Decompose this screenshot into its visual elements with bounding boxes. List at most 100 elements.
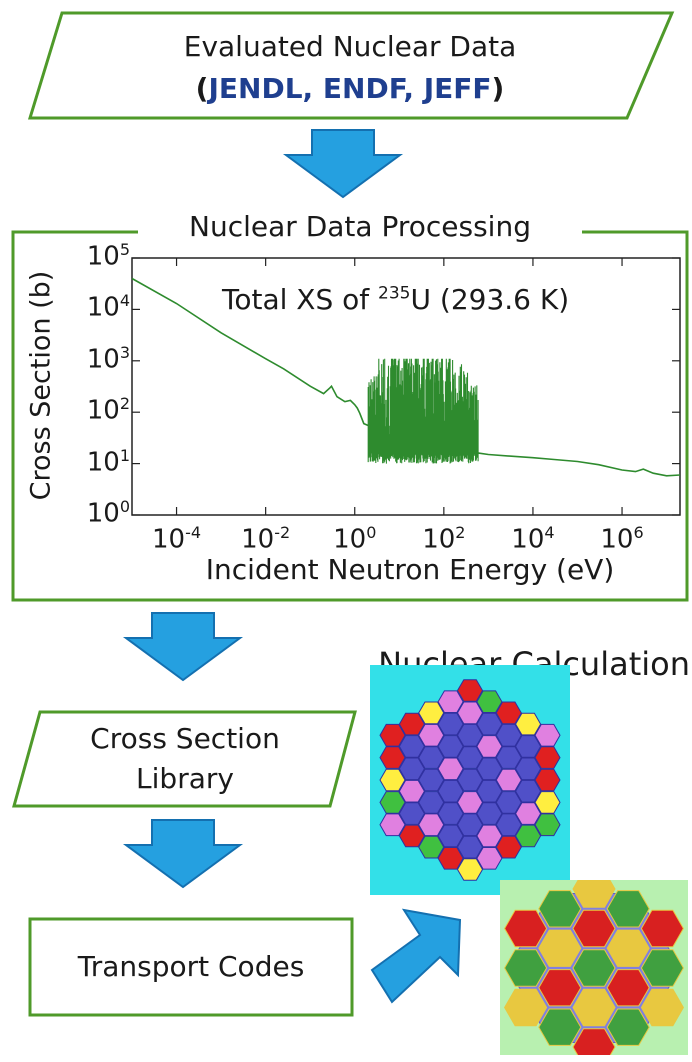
core1-cell [456,768,484,792]
core1-cell [398,824,425,848]
core1-cell [456,835,484,859]
core1-cell [495,813,522,837]
core2-cell [572,880,616,908]
core1-cell [418,813,445,837]
core1-cell [379,746,406,769]
core-image-1 [370,665,570,895]
core2-cell [538,969,582,1007]
core1-cell [418,791,445,814]
core2-svg [504,880,684,1055]
processing-frame [11,230,689,602]
core1-cell [437,824,464,848]
library-line1: Cross Section [90,722,280,755]
core1-cell [515,802,542,825]
core1-cell [418,768,445,792]
core1-cell [418,835,445,859]
core1-cell [495,723,522,747]
processing-title: Nuclear Data Processing [140,210,580,243]
core1-cell [398,779,425,803]
core1-cell [515,757,542,781]
core2-cell [640,949,684,987]
core1-cell [534,813,561,837]
core1-cell [495,701,522,725]
library-list: JENDL, ENDF, JEFF [208,72,492,105]
core1-cell [476,847,503,870]
core1-cell [476,757,503,781]
core1-cell [456,701,484,725]
core1-cell [379,723,406,747]
core2-cell [606,929,650,967]
core1-cell [495,746,522,769]
core2-cell [606,969,650,1007]
core1-cell [456,813,484,837]
core1-cell [476,779,503,803]
core1-cell [456,858,484,881]
core2-cell [572,949,616,987]
core1-cell [398,712,425,736]
evaluated-data-shape [27,11,675,120]
core1-cell [495,791,522,814]
core2-cell [640,988,684,1027]
core1-cell [534,746,561,769]
core1-cell [456,679,484,702]
core1-cell [379,791,406,814]
core1-cell [437,802,464,825]
open-paren: ( [195,72,209,105]
core1-cell [379,768,406,792]
library-line2: Library [136,762,234,795]
core1-cell [437,757,464,781]
core2-cell [504,909,548,948]
core1-cell [456,746,484,769]
down-arrow-1 [282,129,404,199]
core2-cell [606,890,650,928]
core1-cell [476,690,503,713]
core1-cell [398,802,425,825]
core1-cell [476,712,503,736]
core2-cell [572,909,616,948]
core1-cell [534,791,561,814]
core1-cell [476,824,503,848]
transport-shape [28,917,354,1017]
core1-cell [515,735,542,758]
core1-cell [515,779,542,803]
core-image-2 [500,880,688,1055]
core1-cell [456,723,484,747]
core2-cell [572,988,616,1027]
core2-cell [538,890,582,928]
core2-cell [640,909,684,948]
core1-cell [437,779,464,803]
core2-cell [606,1008,650,1046]
close-paren: ) [491,72,505,105]
core2-cell [504,949,548,987]
core1-cell [379,813,406,837]
core1-cell [418,723,445,747]
core1-cell [437,690,464,713]
core1-svg [379,679,561,881]
core1-cell [437,847,464,870]
diagonal-arrow [370,908,462,1004]
core1-cell [418,701,445,725]
down-arrow-3 [122,819,244,889]
core2-cell [538,929,582,967]
core2-cell [538,1008,582,1046]
core1-cell [456,791,484,814]
core1-cell [534,723,561,747]
core1-cell [418,746,445,769]
libraries-line: (JENDL, ENDF, JEFF) [70,72,630,105]
core1-cell [534,768,561,792]
core1-cell [437,712,464,736]
core1-cell [476,802,503,825]
core1-cell [495,768,522,792]
core1-cell [437,735,464,758]
core1-cell [515,712,542,736]
library-shape [12,710,357,808]
down-arrow-2 [122,612,244,682]
core1-cell [515,824,542,848]
transport-label: Transport Codes [77,950,305,983]
core1-cell [476,735,503,758]
core2-cell [504,988,548,1027]
evaluated-data-title: Evaluated Nuclear Data [183,30,517,63]
core1-cell [495,835,522,859]
core1-cell [398,735,425,758]
